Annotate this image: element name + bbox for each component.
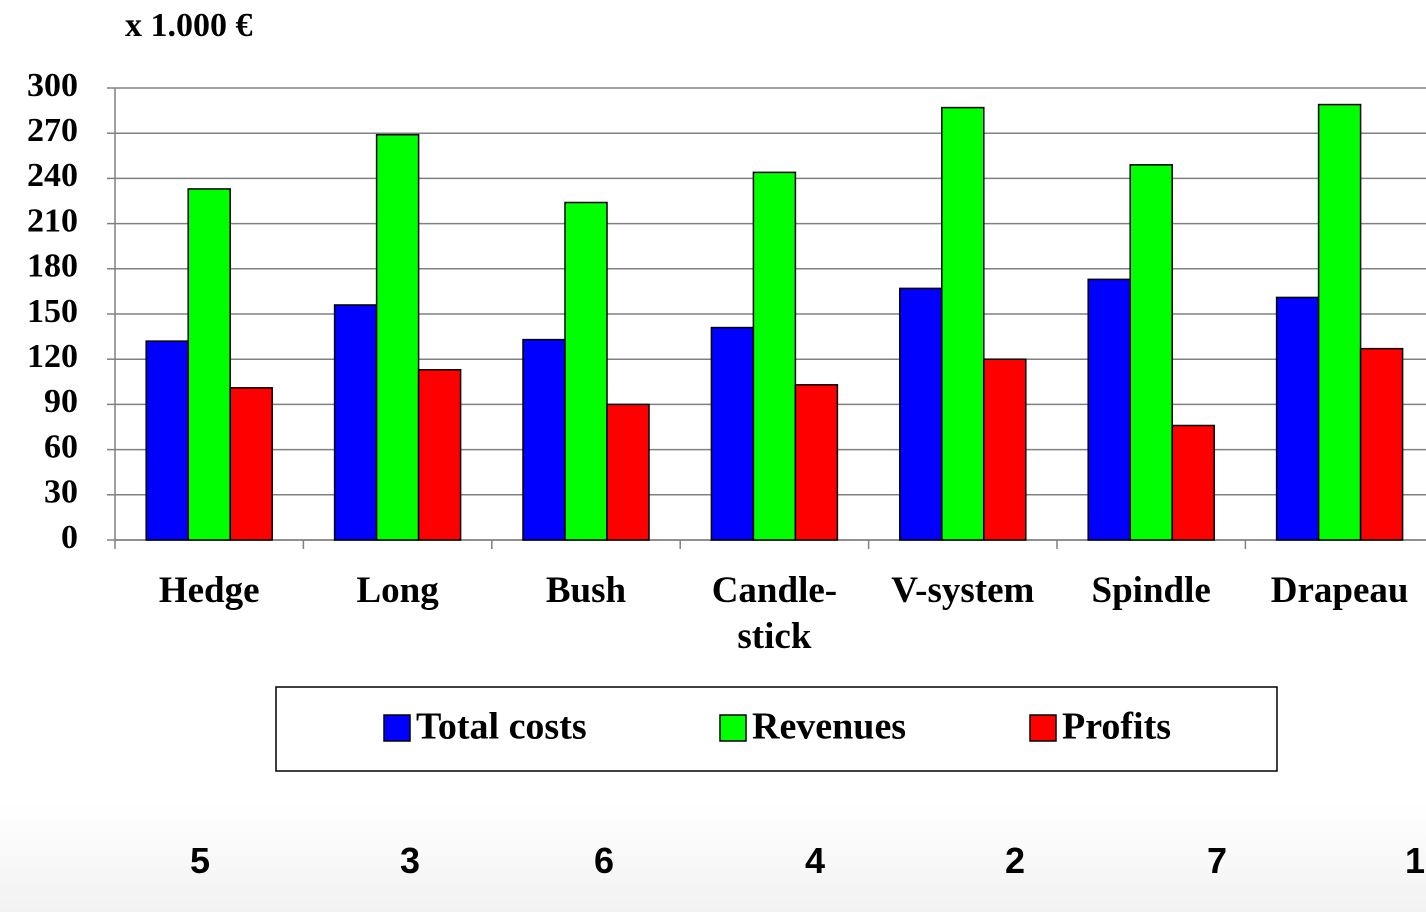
y-tick-label: 150 (27, 293, 78, 330)
bar (375, 133, 420, 541)
bar (1317, 103, 1362, 541)
bar (1129, 164, 1173, 541)
y-tick-label: 180 (27, 248, 78, 285)
x-tick-label: Hedge (158, 570, 260, 611)
x-tick-label: Bush (545, 570, 627, 611)
x-tick-label: Drapeau (1270, 570, 1409, 611)
bar (941, 106, 985, 541)
legend-swatch (719, 714, 747, 742)
y-tick-label: 270 (27, 112, 78, 149)
x-tick-label: Candle- stick (711, 570, 838, 657)
bar (710, 326, 755, 541)
legend-swatch (1029, 714, 1057, 742)
x-tick-label: Long (356, 570, 439, 611)
bar (1359, 347, 1404, 541)
bar (1275, 296, 1320, 541)
bar (522, 338, 566, 541)
rank-label: 4 (804, 840, 826, 881)
bar (564, 201, 608, 541)
y-tick-label: 240 (27, 157, 78, 194)
y-tick-label: 210 (27, 202, 78, 239)
y-tick-label: 120 (27, 338, 78, 375)
legend-label: Profits (1062, 706, 1171, 748)
legend-label: Total costs (416, 706, 587, 748)
bar (229, 387, 273, 541)
x-tick-label: V-system (891, 570, 1035, 611)
bar (606, 403, 650, 541)
rank-label: 7 (1206, 840, 1228, 881)
bar (752, 171, 797, 541)
x-tick-label: Spindle (1091, 570, 1211, 611)
bar (145, 340, 189, 541)
bar (187, 188, 231, 541)
bar (417, 368, 462, 541)
y-tick-label: 30 (44, 474, 78, 511)
y-tick-label: 90 (44, 383, 78, 420)
y-axis-unit: x 1.000 € (125, 7, 253, 44)
bar (983, 358, 1027, 541)
rank-label: 2 (1004, 840, 1026, 881)
y-tick-label: 0 (61, 519, 78, 556)
bar (1087, 278, 1131, 541)
y-tick-label: 300 (27, 67, 78, 104)
legend-label: Revenues (752, 706, 906, 748)
legend-box (275, 686, 1278, 772)
rank-label: 5 (189, 840, 211, 881)
rank-label: 3 (399, 840, 421, 881)
legend-swatch (383, 714, 411, 742)
rank-label: 1 (1404, 840, 1426, 881)
rank-label: 6 (593, 840, 615, 881)
bar (899, 287, 943, 541)
bar (333, 304, 378, 541)
y-tick-label: 60 (44, 428, 78, 465)
bar (1171, 424, 1215, 541)
bar (794, 384, 839, 541)
